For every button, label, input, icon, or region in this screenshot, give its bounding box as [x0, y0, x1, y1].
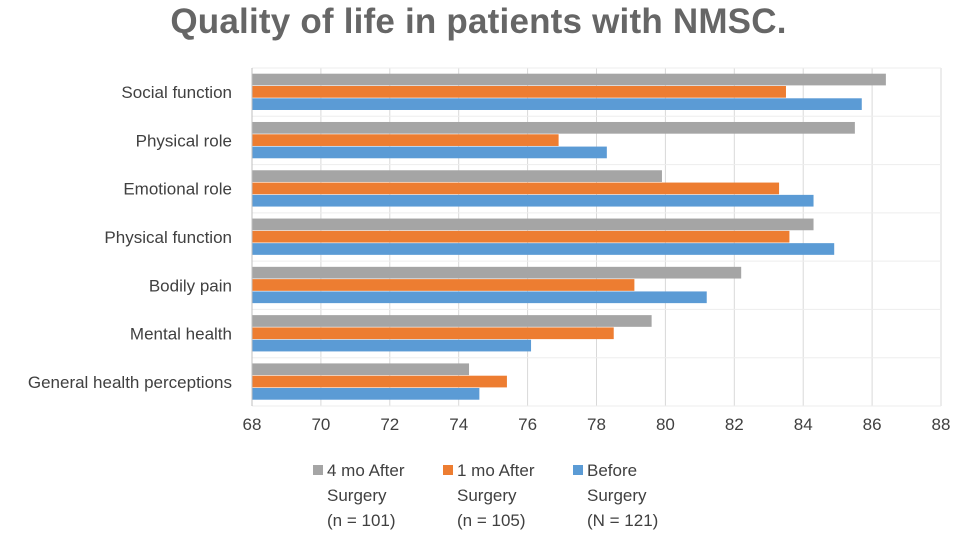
category-label: Physical function [104, 228, 232, 247]
category-label: Emotional role [123, 180, 232, 199]
x-tick-label: 78 [587, 415, 606, 434]
bar-bodily-pain-series-0 [252, 266, 742, 279]
x-tick-label: 68 [243, 415, 262, 434]
bar-chart: 68 70 72 74 76 78 80 82 84 86 88 Social function Phy… [28, 67, 951, 434]
bars [252, 73, 886, 400]
legend-label-4mo-line1: 4 mo After [327, 461, 405, 480]
labels: 68 70 72 74 76 78 80 82 84 86 88 Social function Phy… [28, 83, 951, 434]
bar-physical-function-series-0 [252, 218, 814, 231]
bar-general-health-perceptions-series-0 [252, 363, 470, 376]
legend-swatch-1mo [443, 465, 453, 475]
legend-label-1mo-line2: Surgery [457, 486, 517, 505]
legend: 4 mo After Surgery (n = 101) 1 mo After … [0, 458, 957, 535]
bar-social-function-series-2 [252, 98, 862, 110]
legend-item-before: Before Surgery (N = 121) [573, 458, 658, 533]
legend-label-before-line1: Before [587, 461, 638, 480]
x-tick-label: 82 [725, 415, 744, 434]
bar-emotional-role-series-0 [252, 170, 662, 182]
legend-swatch-4mo [313, 465, 323, 475]
category-label: Physical role [136, 131, 232, 150]
bar-physical-role-series-2 [252, 146, 607, 159]
bar-mental-health-series-1 [252, 327, 614, 340]
x-tick-label: 88 [932, 415, 951, 434]
bar-general-health-perceptions-series-2 [252, 388, 480, 400]
bar-physical-function-series-1 [252, 230, 790, 243]
bar-bodily-pain-series-1 [252, 279, 635, 291]
x-tick-label: 72 [380, 415, 399, 434]
legend-label-4mo-line3: (n = 101) [327, 511, 396, 530]
legend-swatch-before [573, 465, 583, 475]
x-tick-label: 84 [794, 415, 813, 434]
bar-general-health-perceptions-series-1 [252, 375, 507, 388]
bar-social-function-series-0 [252, 73, 886, 86]
bar-physical-role-series-0 [252, 121, 855, 134]
legend-label-before-line2: Surgery [587, 486, 647, 505]
category-label: Mental health [130, 325, 232, 344]
bar-emotional-role-series-1 [252, 182, 780, 195]
bar-physical-role-series-1 [252, 134, 559, 146]
x-tick-label: 80 [656, 415, 675, 434]
category-label: Social function [121, 83, 232, 102]
x-tick-label: 76 [518, 415, 537, 434]
legend-label-4mo-line2: Surgery [327, 486, 387, 505]
chart-title: Quality of life in patients with NMSC. [170, 2, 787, 41]
legend-item-4mo: 4 mo After Surgery (n = 101) [313, 458, 404, 533]
x-tick-label: 74 [449, 415, 468, 434]
legend-item-1mo: 1 mo After Surgery (n = 105) [443, 458, 534, 533]
legend-label-1mo-line3: (n = 105) [457, 511, 526, 530]
category-label: General health perceptions [28, 373, 232, 392]
bar-social-function-series-1 [252, 85, 786, 98]
bar-bodily-pain-series-2 [252, 291, 707, 304]
category-label: Bodily pain [149, 276, 232, 295]
legend-label-1mo-line1: 1 mo After [457, 461, 535, 480]
bar-mental-health-series-0 [252, 315, 652, 327]
bar-emotional-role-series-2 [252, 194, 814, 207]
bar-mental-health-series-2 [252, 339, 532, 352]
x-tick-label: 70 [311, 415, 330, 434]
x-tick-label: 86 [863, 415, 882, 434]
bar-physical-function-series-2 [252, 243, 835, 255]
legend-label-before-line3: (N = 121) [587, 511, 659, 530]
